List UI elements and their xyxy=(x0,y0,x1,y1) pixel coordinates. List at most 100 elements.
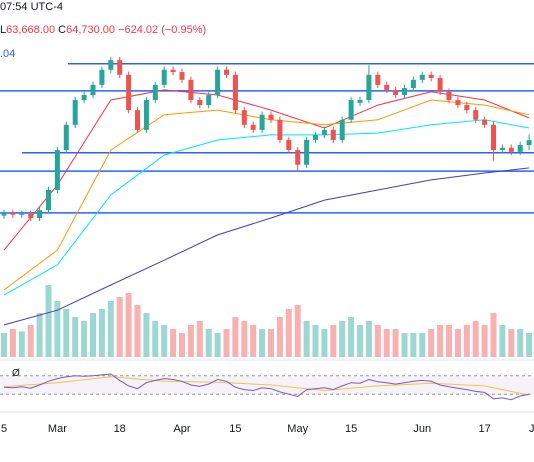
volume-bar xyxy=(419,333,426,357)
candle-body xyxy=(81,94,87,101)
candle-body xyxy=(286,139,292,151)
volume-bar xyxy=(259,329,266,357)
volume-bar xyxy=(508,329,515,357)
candle-body xyxy=(179,72,185,80)
header-ohlc: L63,668.00 C64,730.00 −624.02 (−0.95%) xyxy=(0,24,206,36)
volume-bar xyxy=(205,329,212,357)
volume-bar xyxy=(18,331,25,357)
candle-body xyxy=(90,84,96,95)
volume-bar xyxy=(268,329,274,357)
candle-body xyxy=(241,110,247,125)
candle-body xyxy=(268,114,274,120)
low-label: L xyxy=(0,24,7,36)
moving-average xyxy=(3,119,530,296)
volume-bar xyxy=(63,309,70,357)
volume-bar xyxy=(437,325,444,357)
candle-body xyxy=(232,74,238,111)
candle-body xyxy=(99,69,105,85)
candle-body xyxy=(152,84,158,101)
volume-bar xyxy=(330,325,337,357)
close-value: 64,730.00 xyxy=(66,24,116,36)
x-tick-label: 18 xyxy=(114,423,126,435)
x-tick-label: 15 xyxy=(345,423,357,435)
candle-body xyxy=(304,139,310,165)
volume-bar xyxy=(392,329,399,357)
volume-bar xyxy=(152,321,159,357)
candle-body xyxy=(491,124,496,151)
candle-body xyxy=(428,74,434,79)
volume-bar xyxy=(365,321,372,357)
candle-body xyxy=(28,213,34,218)
candle-body xyxy=(108,60,114,70)
header-time: 07:54 UTC-4 xyxy=(0,1,63,13)
volume-bar xyxy=(517,329,524,357)
rsi-signal xyxy=(3,376,530,396)
candle-body xyxy=(375,74,381,85)
candle-body xyxy=(357,100,363,103)
candle-body xyxy=(19,213,25,215)
volume-bar xyxy=(374,325,381,357)
candle-body xyxy=(295,150,301,165)
volume-bar xyxy=(526,333,533,357)
volume-bar xyxy=(107,301,114,357)
candle-body xyxy=(321,129,327,135)
candle-body xyxy=(197,100,203,106)
volume-bar xyxy=(98,309,105,357)
volume-bar xyxy=(9,329,16,357)
volume-bar xyxy=(472,321,479,357)
volume-bar xyxy=(45,285,52,357)
candle-body xyxy=(393,89,399,95)
volume-bar xyxy=(481,325,488,357)
volume-bar xyxy=(285,309,292,357)
candle-body xyxy=(215,69,221,95)
volume-bar xyxy=(36,313,43,357)
volume-bar xyxy=(54,301,61,357)
candle-body xyxy=(250,124,256,130)
candle-body xyxy=(224,69,229,75)
volume-bar xyxy=(357,325,363,357)
volume-bar xyxy=(312,325,319,357)
volume-bar xyxy=(348,317,355,357)
volume-bar xyxy=(214,333,221,357)
candle-body xyxy=(517,145,523,152)
close-label: C xyxy=(58,24,67,36)
moving-average xyxy=(3,167,530,326)
volume-bar xyxy=(143,313,150,357)
volume-bar xyxy=(232,317,239,357)
candle-body xyxy=(206,94,212,106)
candle-body xyxy=(526,140,532,146)
candle-body xyxy=(339,119,345,140)
volume-bar xyxy=(499,325,506,357)
volume-bar xyxy=(339,321,346,357)
volume-bar xyxy=(428,329,435,357)
candle-body xyxy=(366,74,372,101)
candle-body xyxy=(170,69,176,73)
x-tick-label: J xyxy=(529,423,534,435)
candle-body xyxy=(37,210,43,218)
low-value: 63,668.00 xyxy=(6,24,56,36)
candle-body xyxy=(46,189,51,211)
candle-body xyxy=(508,147,514,152)
candle-body xyxy=(277,119,283,140)
volume-bar xyxy=(170,329,177,357)
candle-body xyxy=(1,212,7,216)
volume-bar xyxy=(410,333,417,357)
volume-bar xyxy=(27,325,34,357)
volume-bar xyxy=(321,329,328,357)
candle-body xyxy=(188,79,194,101)
volume-bar xyxy=(401,333,408,357)
volume-bar xyxy=(490,313,497,357)
moving-average xyxy=(3,89,530,251)
volume-bar xyxy=(303,321,310,357)
candle-body xyxy=(348,100,354,120)
candle-body xyxy=(402,88,407,95)
candle-body xyxy=(446,91,452,101)
rsi-label: Ø xyxy=(12,368,20,379)
volume-bar xyxy=(276,317,283,357)
x-tick-label: Apr xyxy=(173,423,190,435)
candle-body xyxy=(259,114,265,130)
candle-body xyxy=(419,74,425,80)
volume-bar xyxy=(125,293,132,357)
